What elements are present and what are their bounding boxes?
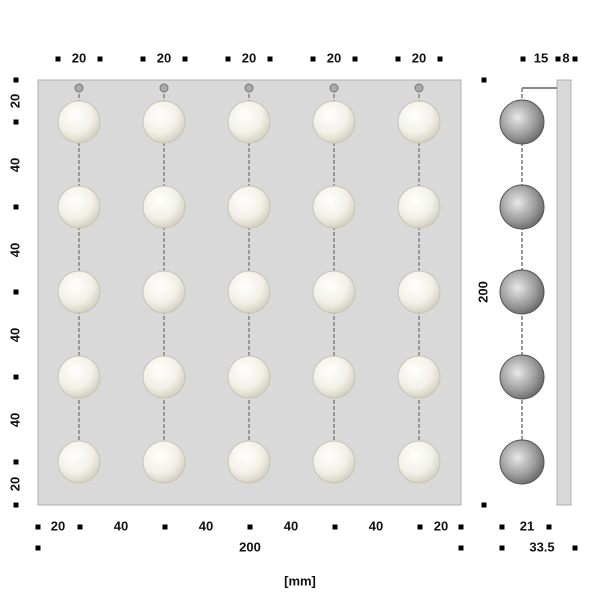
dim-square <box>247 524 253 530</box>
dim-square <box>499 545 505 551</box>
side-bottom-dim: 21 <box>520 518 534 533</box>
pearl <box>57 355 101 399</box>
side-bottom-dim: 33.5 <box>529 539 554 554</box>
steel-bead <box>499 354 545 400</box>
top-dim: 20 <box>72 50 86 65</box>
dim-square <box>458 545 464 551</box>
pearl <box>57 100 101 144</box>
top-dim: 20 <box>412 50 426 65</box>
bottom-dim: 20 <box>434 518 448 533</box>
unit: [mm] <box>284 573 316 588</box>
pearl <box>312 185 356 229</box>
dim-square <box>352 56 358 62</box>
pearl <box>397 440 441 484</box>
dim-square <box>140 56 146 62</box>
steel-bead <box>499 99 545 145</box>
pearl <box>142 355 186 399</box>
bottom-dim: 40 <box>284 518 298 533</box>
dim-square <box>35 524 41 530</box>
dim-square <box>182 56 188 62</box>
pearl <box>142 100 186 144</box>
top-dim: 20 <box>327 50 341 65</box>
dim-square <box>97 56 103 62</box>
dimension-marks <box>13 56 578 551</box>
pearl <box>57 270 101 314</box>
left-dim: 40 <box>7 328 22 342</box>
pearl <box>312 440 356 484</box>
dim-square <box>13 204 19 210</box>
left-dim: 20 <box>7 94 22 108</box>
dim-square <box>35 545 41 551</box>
dim-square <box>13 374 19 380</box>
dim-square <box>572 56 578 62</box>
dim-square <box>225 56 231 62</box>
dim-square <box>458 524 464 530</box>
dim-square <box>395 56 401 62</box>
pearl <box>142 185 186 229</box>
dim-square <box>481 77 487 83</box>
hook <box>159 83 169 93</box>
side-height: 200 <box>475 281 490 303</box>
pearl <box>312 100 356 144</box>
pearl <box>312 355 356 399</box>
steel-bead <box>499 269 545 315</box>
dim-square <box>555 56 561 62</box>
left-dim: 40 <box>7 243 22 257</box>
total-width: 200 <box>239 539 261 554</box>
dim-square <box>55 56 61 62</box>
left-dim: 20 <box>7 477 22 491</box>
dim-square <box>520 56 526 62</box>
panel-side <box>556 79 572 506</box>
pearl <box>397 270 441 314</box>
artwork <box>57 83 545 485</box>
dim-square <box>437 56 443 62</box>
dim-square <box>13 77 19 83</box>
pearl <box>227 270 271 314</box>
pearl <box>227 100 271 144</box>
pearl <box>227 185 271 229</box>
dim-square <box>572 545 578 551</box>
pearl <box>397 100 441 144</box>
hook <box>74 83 84 93</box>
dim-square <box>499 524 505 530</box>
dim-square <box>13 502 19 508</box>
dim-square <box>13 289 19 295</box>
pearl <box>397 355 441 399</box>
pearl <box>57 185 101 229</box>
dim-square <box>332 524 338 530</box>
dim-square <box>481 502 487 508</box>
pearl <box>312 270 356 314</box>
hook <box>414 83 424 93</box>
pearl <box>142 440 186 484</box>
bottom-dim: 40 <box>114 518 128 533</box>
side-top-dim: 15 <box>534 50 548 65</box>
dim-square <box>417 524 423 530</box>
bottom-dim: 40 <box>199 518 213 533</box>
dim-square <box>77 524 83 530</box>
left-dim: 40 <box>7 413 22 427</box>
dim-square <box>13 459 19 465</box>
bottom-dim: 20 <box>51 518 65 533</box>
hook <box>329 83 339 93</box>
left-dim: 40 <box>7 158 22 172</box>
steel-bead <box>499 184 545 230</box>
dim-square <box>267 56 273 62</box>
dimension-labels: 20 20 20 20 20 15 8 20 40 40 40 40 20 20 40 40 40 40 20 21 3… <box>7 50 569 554</box>
pearl <box>397 185 441 229</box>
side-top-dim: 8 <box>562 50 569 65</box>
bottom-dim: 40 <box>369 518 383 533</box>
pearl <box>227 440 271 484</box>
top-dim: 20 <box>242 50 256 65</box>
dim-square <box>310 56 316 62</box>
pearl <box>57 440 101 484</box>
pearl <box>142 270 186 314</box>
hook <box>244 83 254 93</box>
dim-square <box>162 524 168 530</box>
dim-square <box>546 524 552 530</box>
pearl <box>227 355 271 399</box>
top-dim: 20 <box>157 50 171 65</box>
dim-square <box>13 119 19 125</box>
steel-bead <box>499 439 545 485</box>
